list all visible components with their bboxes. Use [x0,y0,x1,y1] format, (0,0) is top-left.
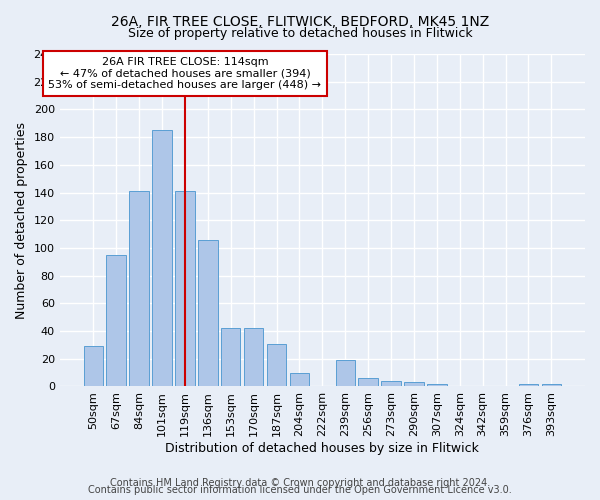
Bar [175,191,194,386]
Y-axis label: Number of detached properties: Number of detached properties [15,122,28,318]
Text: 26A, FIR TREE CLOSE, FLITWICK, BEDFORD, MK45 1NZ: 26A, FIR TREE CLOSE, FLITWICK, BEDFORD, … [111,15,489,29]
X-axis label: Distribution of detached houses by size in Flitwick: Distribution of detached houses by size … [166,442,479,455]
Text: Size of property relative to detached houses in Flitwick: Size of property relative to detached ho… [128,28,472,40]
Bar [382,381,401,386]
Text: 26A FIR TREE CLOSE: 114sqm
← 47% of detached houses are smaller (394)
53% of sem: 26A FIR TREE CLOSE: 114sqm ← 47% of deta… [49,57,322,90]
Bar [542,384,561,386]
Bar [106,255,126,386]
Bar [198,240,218,386]
Text: Contains public sector information licensed under the Open Government Licence v3: Contains public sector information licen… [88,485,512,495]
Bar [83,346,103,387]
Bar [335,360,355,386]
Bar [427,384,446,386]
Bar [152,130,172,386]
Bar [519,384,538,386]
Bar [130,191,149,386]
Bar [267,344,286,386]
Text: Contains HM Land Registry data © Crown copyright and database right 2024.: Contains HM Land Registry data © Crown c… [110,478,490,488]
Bar [221,328,241,386]
Bar [358,378,378,386]
Bar [244,328,263,386]
Bar [290,372,309,386]
Bar [404,382,424,386]
